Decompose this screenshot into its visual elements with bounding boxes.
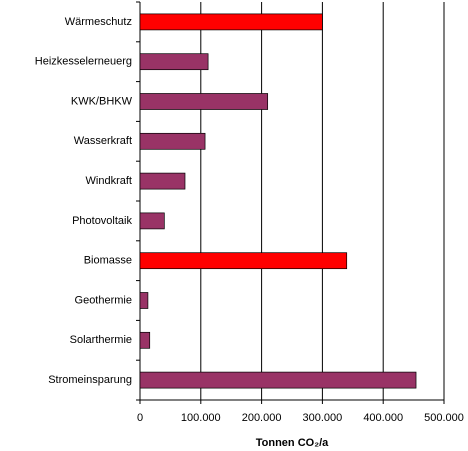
bar: [139, 53, 209, 71]
bar: [139, 212, 165, 230]
x-tick-label: 500.000: [424, 412, 464, 424]
bar: [139, 292, 149, 309]
x-tick-label: 400.000: [363, 412, 403, 424]
y-tick-label: Solarthermie: [70, 334, 132, 346]
x-tick-label: 0: [137, 412, 143, 424]
y-tick-label: Geothermie: [75, 294, 132, 306]
y-tick-label: Windkraft: [86, 175, 132, 187]
y-tick-label: KWK/BHKW: [71, 95, 133, 107]
bar: [139, 132, 206, 150]
bar: [139, 331, 151, 349]
bar: [139, 371, 417, 389]
y-tick-label: Photovoltaik: [72, 215, 132, 227]
bar: [139, 13, 323, 31]
bar: [139, 93, 269, 110]
x-tick-label: 300.000: [303, 412, 343, 424]
y-tick-label: Stromeinsparung: [48, 374, 132, 386]
y-tick-label: Biomasse: [84, 255, 132, 267]
bar: [139, 172, 186, 190]
x-tick-label: 100.000: [181, 412, 221, 424]
x-tick-label: 200.000: [242, 412, 282, 424]
y-tick-label: Heizkesselerneuerg: [35, 56, 132, 68]
y-tick-label: Wasserkraft: [74, 135, 132, 147]
bar: [139, 252, 348, 270]
x-axis-label: Tonnen CO₂/a: [256, 437, 329, 449]
y-tick-label: Wärmeschutz: [65, 16, 132, 28]
